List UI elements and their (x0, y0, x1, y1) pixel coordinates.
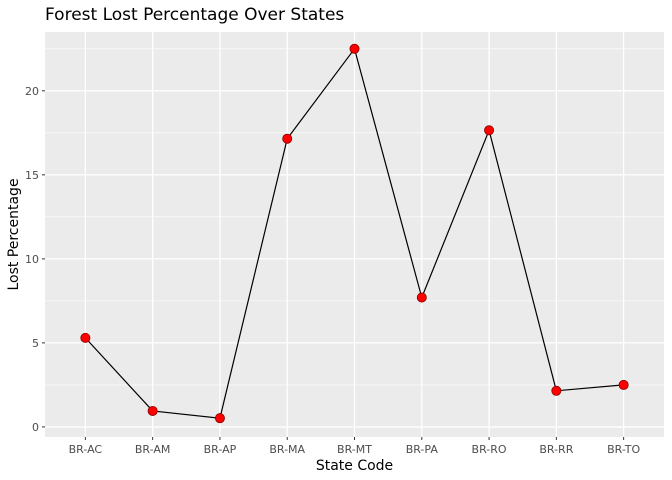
x-tick-label: BR-RO (472, 443, 507, 456)
x-tick-label: BR-AP (204, 443, 237, 456)
data-point (282, 133, 293, 144)
y-tick-label: 5 (32, 337, 39, 350)
data-point (551, 385, 562, 396)
y-tick-label: 10 (25, 253, 39, 266)
x-tick-label: BR-AM (135, 443, 171, 456)
x-tick-label: BR-TO (607, 443, 640, 456)
data-point (214, 413, 225, 424)
data-point (80, 332, 91, 343)
y-tick-label: 0 (32, 421, 39, 434)
x-tick-label: BR-MA (269, 443, 305, 456)
y-axis: 0 5 10 15 20 (25, 85, 45, 434)
x-tick-label: BR-AC (69, 443, 103, 456)
data-point (484, 125, 495, 136)
x-axis: BR-AC BR-AM BR-AP BR-MA BR-MT BR-PA BR-RO BR-RR… (69, 437, 641, 456)
y-tick-label: 15 (25, 169, 39, 182)
data-point (147, 405, 158, 416)
x-tick-label: BR-PA (406, 443, 439, 456)
grid-major (45, 32, 664, 437)
x-tick-label: BR-RR (539, 443, 573, 456)
chart-title: Forest Lost Percentage Over States (45, 5, 344, 25)
y-axis-title: Lost Percentage (6, 178, 22, 290)
series-group (80, 43, 629, 424)
x-tick-label: BR-MT (337, 443, 372, 456)
data-point (349, 43, 360, 54)
data-point (618, 379, 629, 390)
y-tick-label: 20 (25, 85, 39, 98)
x-axis-title: State Code (316, 458, 393, 474)
data-point (416, 292, 427, 303)
